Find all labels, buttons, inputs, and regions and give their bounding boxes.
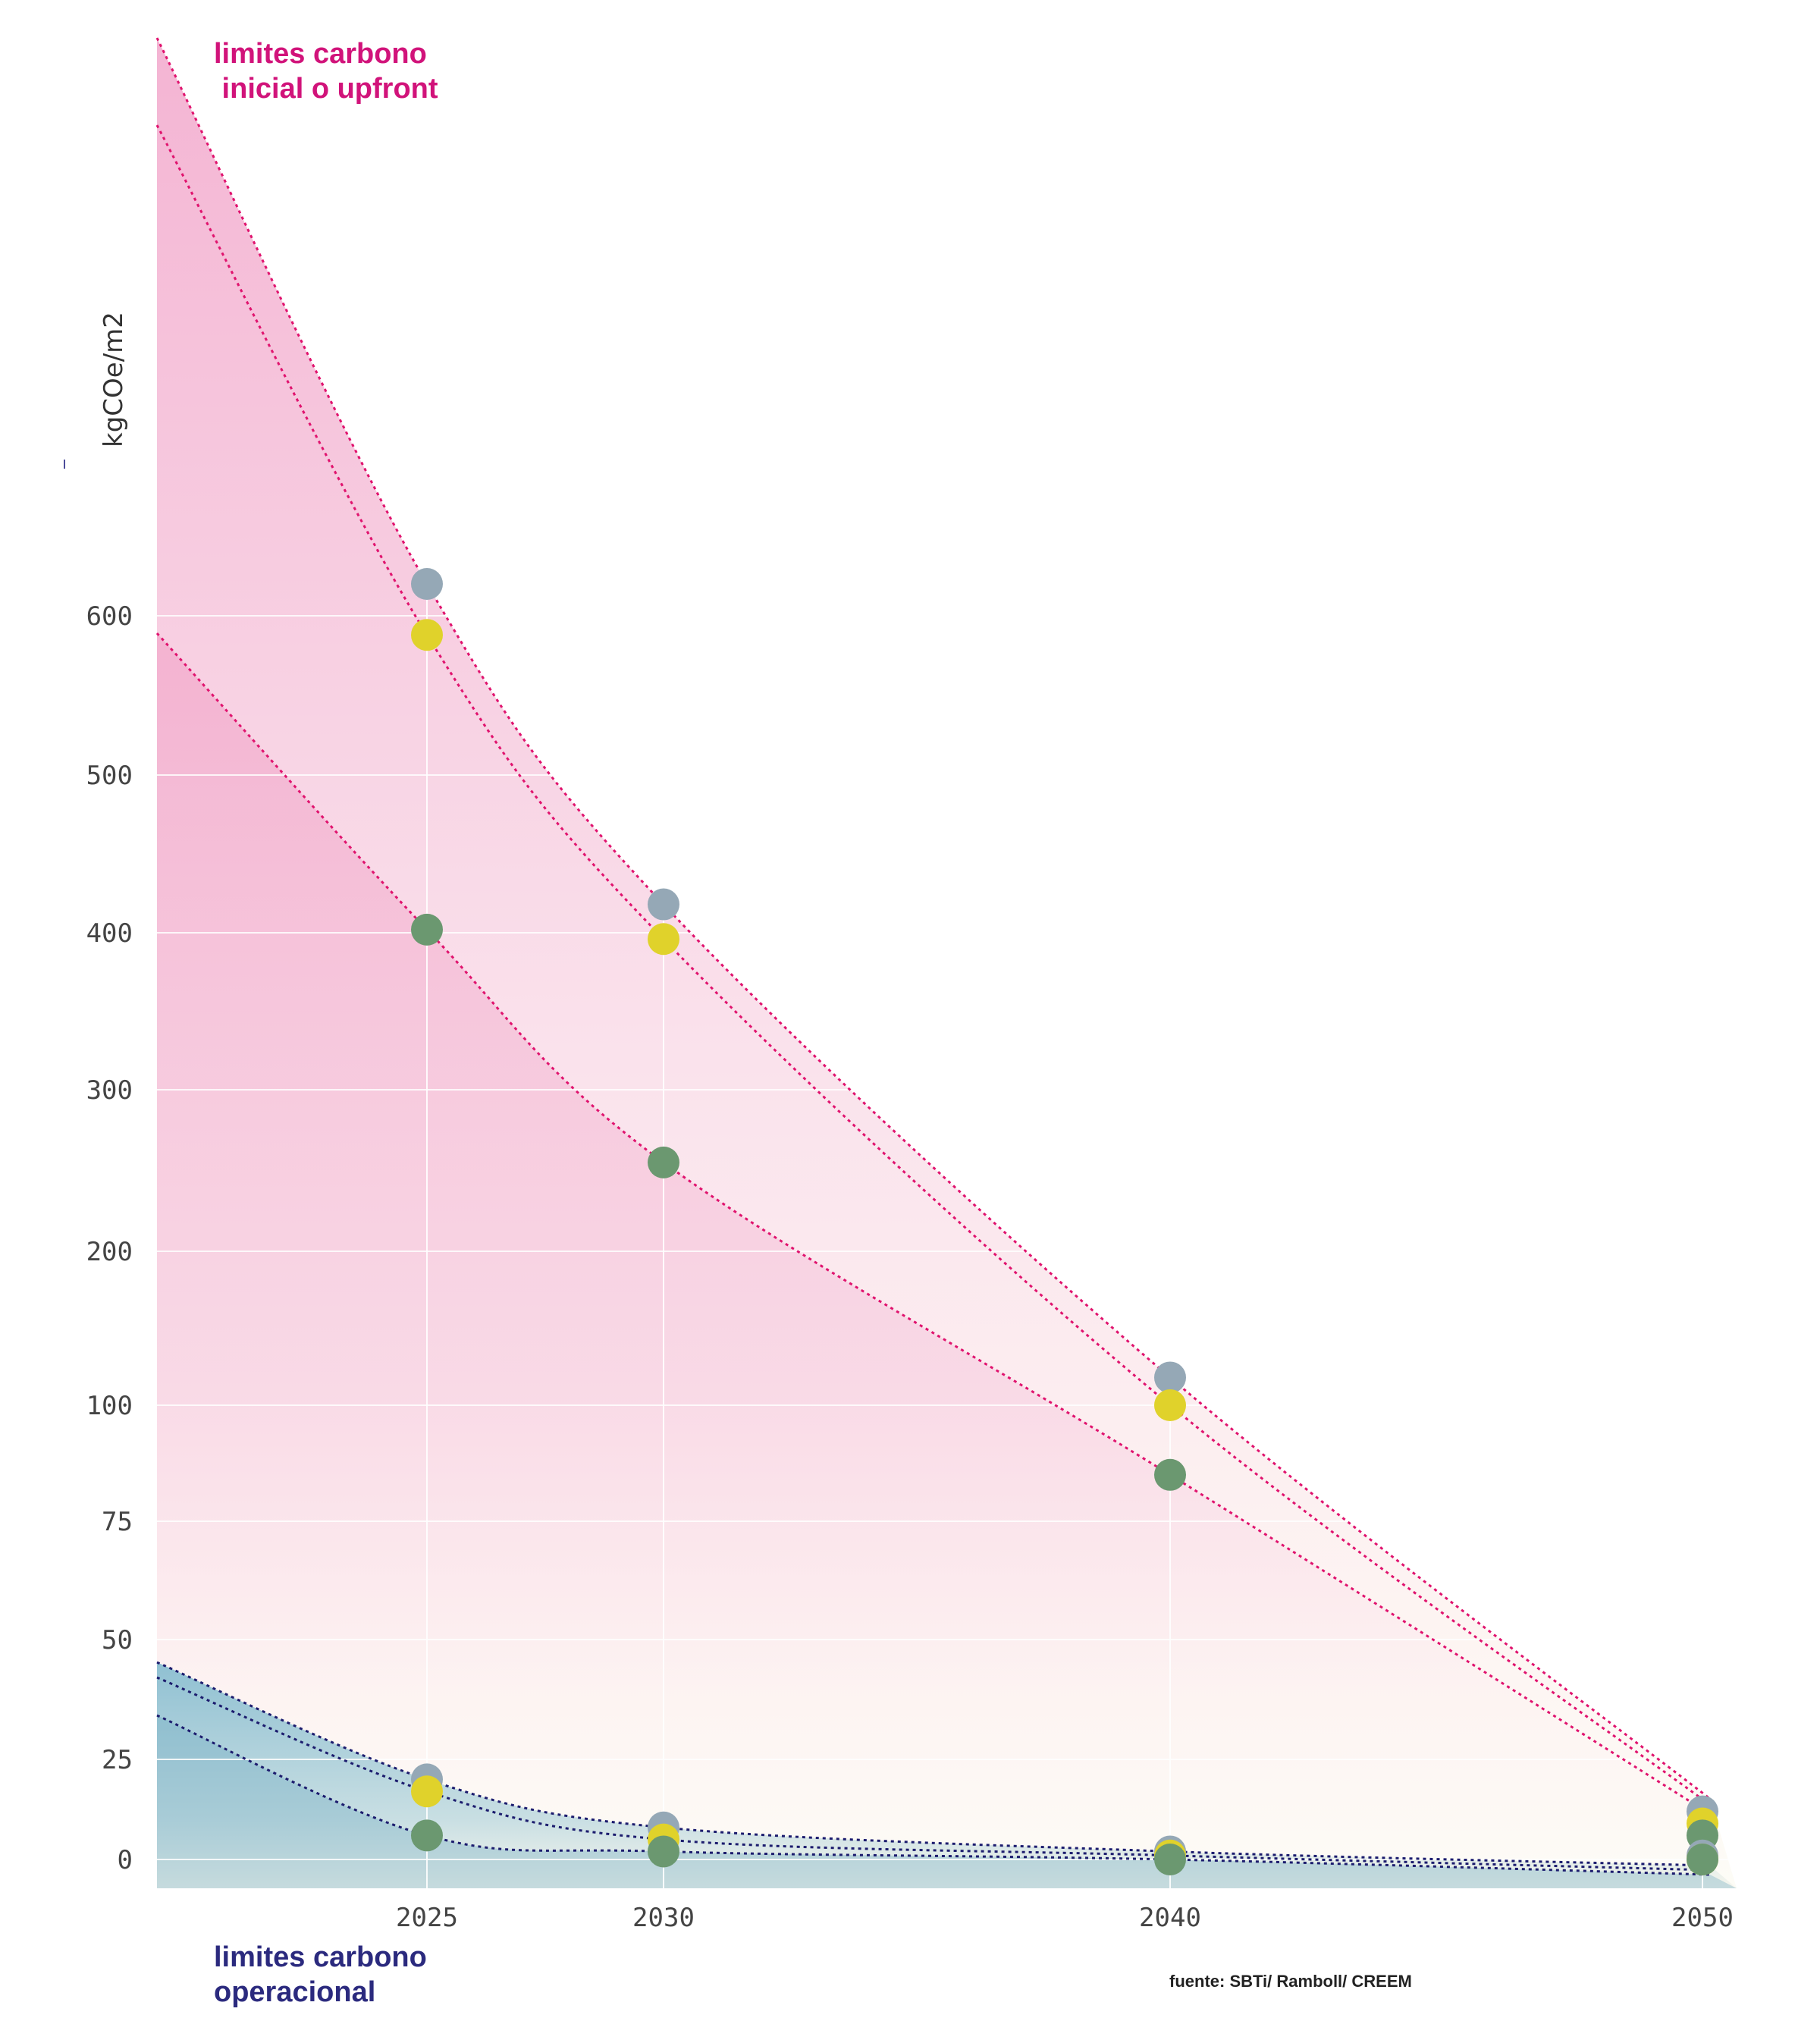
y-tick-label: 400: [86, 918, 133, 949]
x-axis-ticks: 2025 2030 2040 2050: [396, 1903, 1734, 1933]
operational-point-green-2050: [1687, 1844, 1718, 1875]
operational-title: limites carbono operacional: [214, 1941, 427, 2008]
x-tick-label: 2025: [396, 1903, 458, 1933]
point-layer: [411, 568, 1718, 1875]
y-axis-label: kgCOe/m2: [99, 312, 129, 447]
operational-point-green-2030: [648, 1835, 679, 1868]
operational-point-green-2040: [1154, 1844, 1186, 1875]
upfront-line: [155, 124, 1711, 1806]
upfront-line: [155, 632, 1711, 1815]
operational-line: [156, 1714, 1711, 1876]
y-axis-ticks: 0 25 50 75 100 200 300 400 500 600: [64, 460, 133, 1875]
upfront-point-green-2030: [648, 1146, 679, 1178]
x-tick-label: 2050: [1671, 1903, 1734, 1933]
upfront-low-area: [157, 633, 1737, 1888]
y-tick-label: 300: [86, 1075, 133, 1106]
y-tick-label: 500: [86, 761, 133, 791]
source-note: fuente: SBTi/ Ramboll/ CREEM: [1169, 1972, 1412, 1991]
y-tick-label: 0: [118, 1845, 133, 1875]
operational-point-yellow-2025: [411, 1775, 443, 1808]
x-tick-label: 2040: [1139, 1903, 1201, 1933]
y-tick-label: 25: [102, 1745, 133, 1775]
area-layer: [157, 38, 1737, 1888]
y-tick-label: 75: [102, 1507, 133, 1537]
upfront-point-green-2040: [1154, 1458, 1186, 1491]
upfront-point-grey-2030: [648, 888, 679, 921]
operational-point-green-2025: [411, 1819, 443, 1852]
upfront-title: limites carbono inicial o upfront: [214, 38, 438, 105]
operational-line: [156, 1676, 1711, 1872]
y-tick-label: 600: [86, 601, 133, 632]
y-tick-label: 50: [102, 1625, 133, 1655]
y-tick-label: 200: [86, 1237, 133, 1267]
upfront-point-grey-2040: [1154, 1361, 1186, 1394]
x-tick-label: 2030: [632, 1903, 695, 1933]
operational-area: [157, 1662, 1737, 1888]
operational-line: [156, 1661, 1711, 1867]
upfront-point-yellow-2030: [648, 923, 679, 956]
upfront-point-yellow-2040: [1154, 1389, 1186, 1421]
upfront-point-yellow-2025: [411, 619, 443, 651]
line-layer: [155, 37, 1711, 1876]
y-tick-label: 100: [86, 1391, 133, 1421]
upfront-point-green-2025: [411, 913, 443, 946]
upfront-point-grey-2025: [411, 568, 443, 600]
